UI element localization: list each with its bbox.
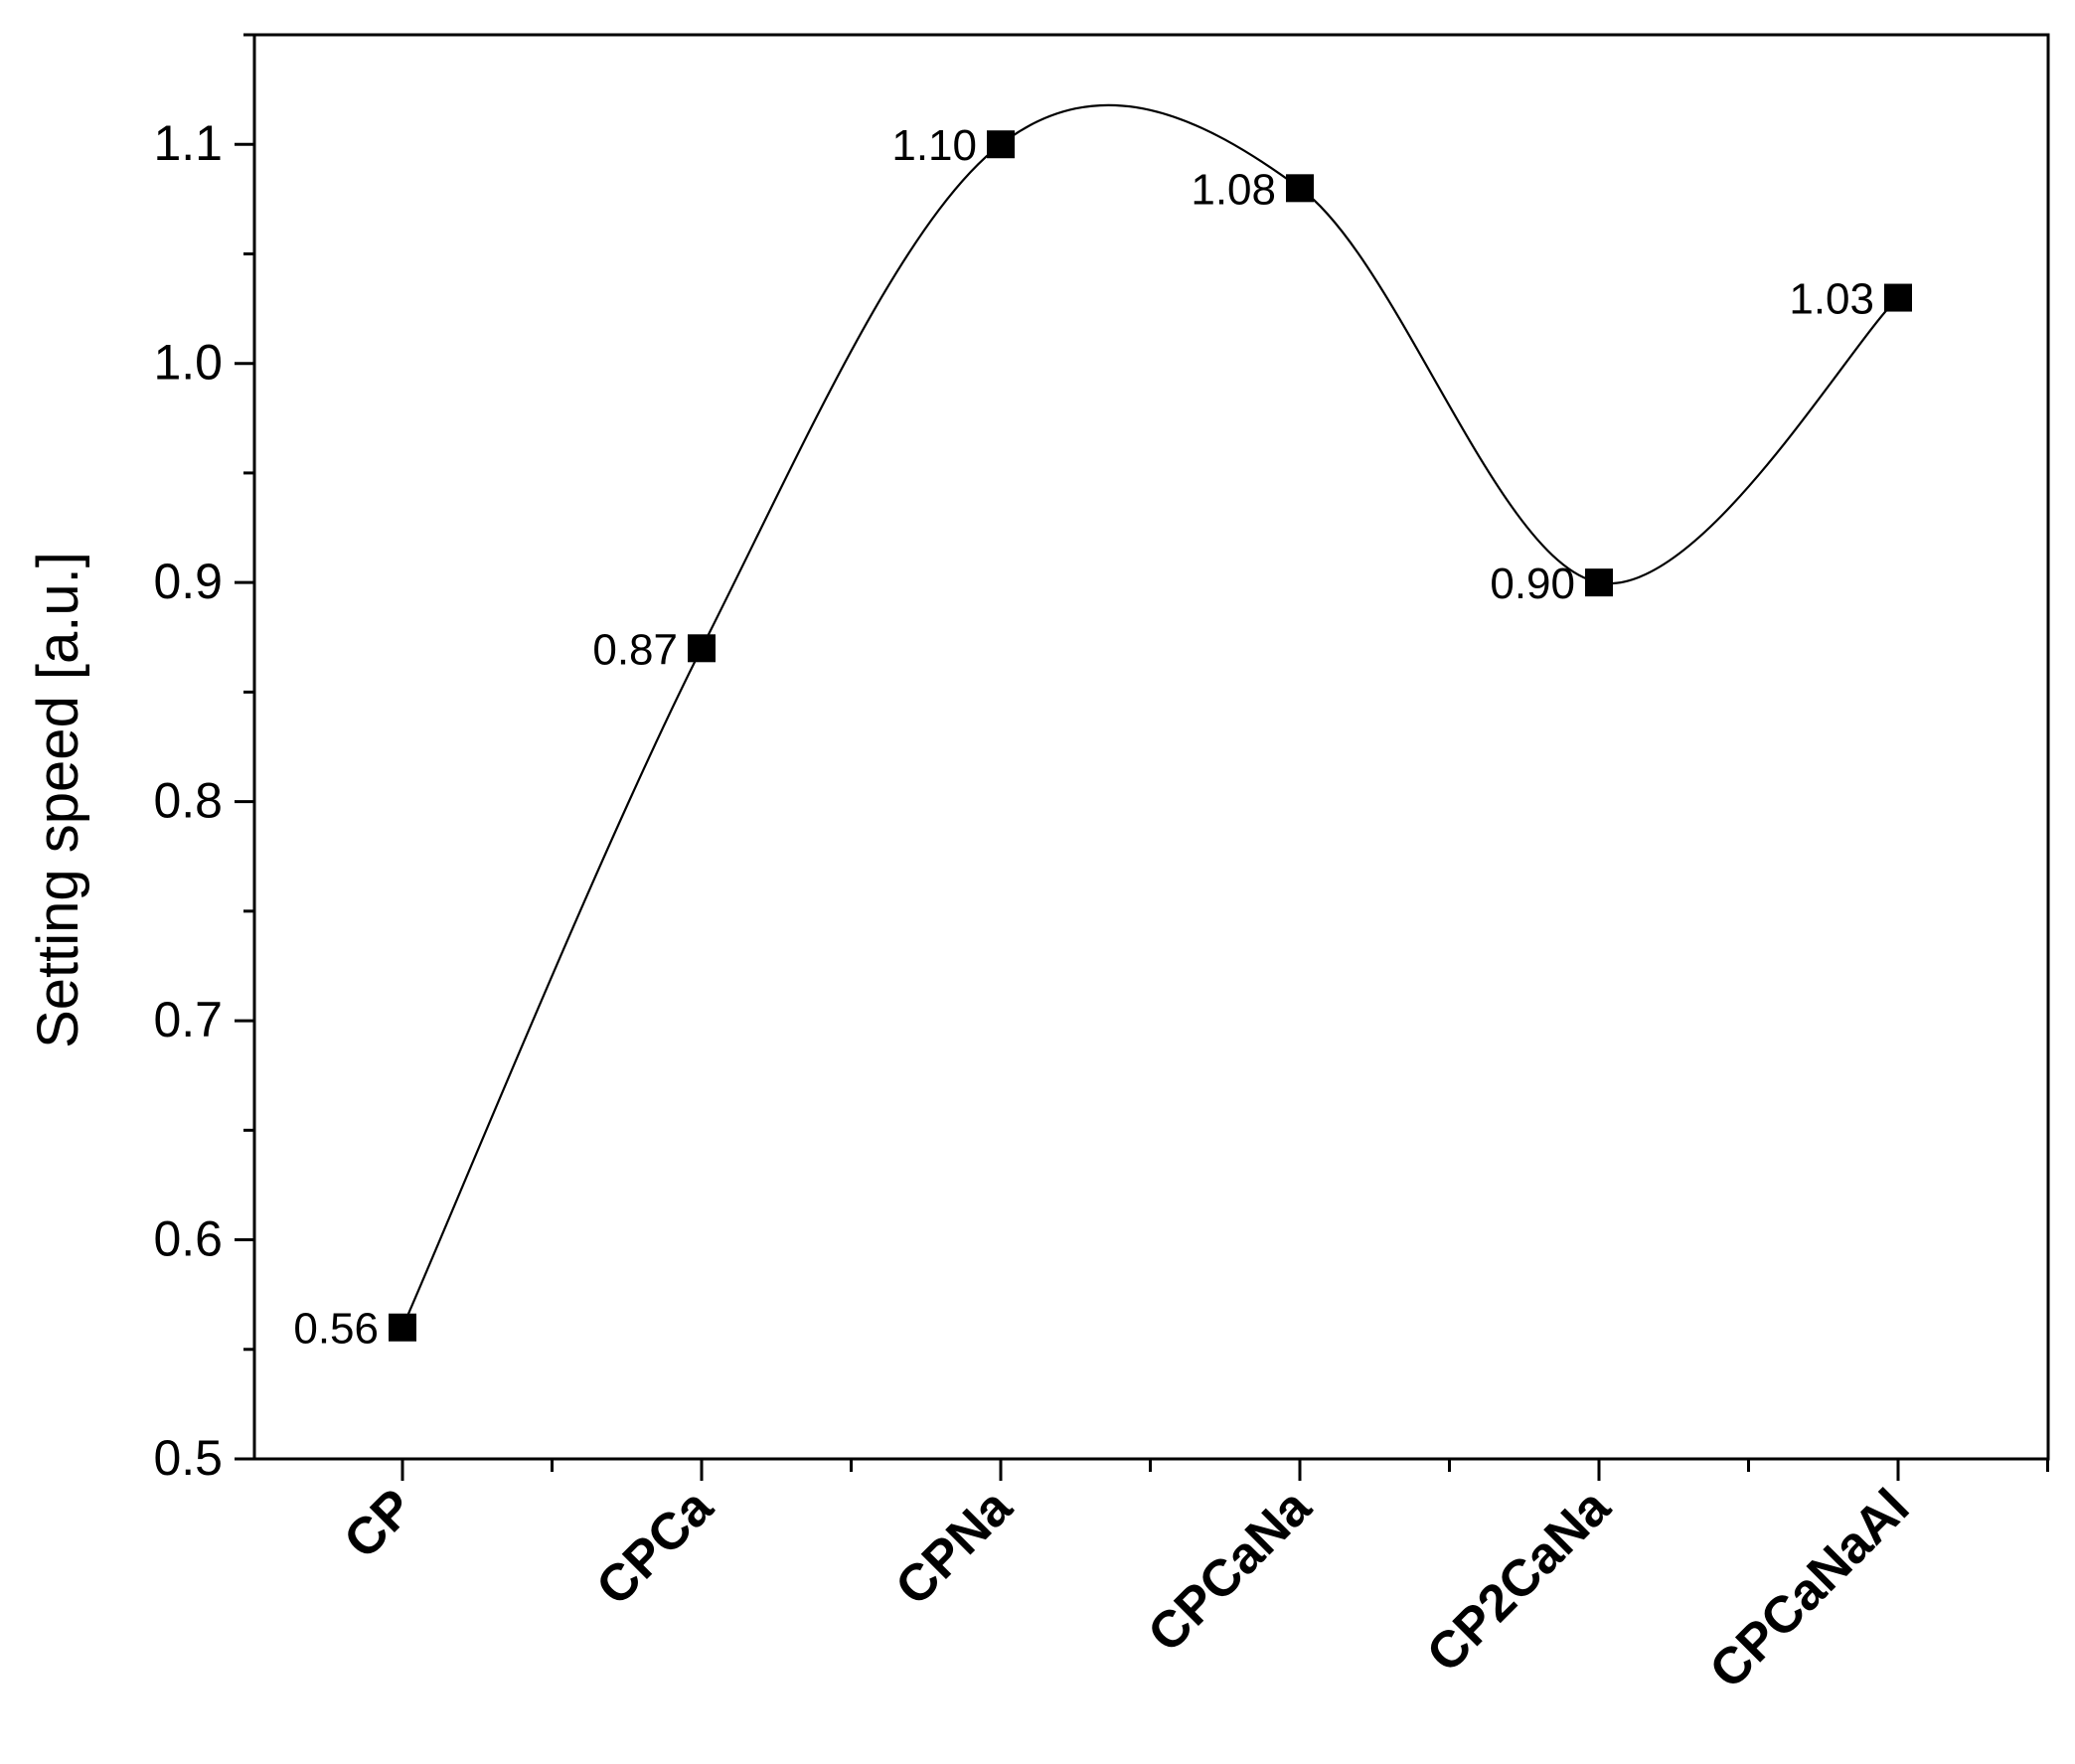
data-labels: 0.56 0.87 1.10 1.08 0.90 1.03 bbox=[293, 121, 1874, 1353]
y-tick-label: 1.1 bbox=[153, 115, 223, 171]
data-point-marker bbox=[688, 634, 716, 663]
curve-layer bbox=[400, 103, 1899, 1329]
x-tick-label: CP bbox=[333, 1478, 424, 1569]
y-tick-label: 0.8 bbox=[153, 773, 223, 829]
x-tick-label: CPCaNa bbox=[1137, 1478, 1323, 1664]
data-label: 1.10 bbox=[891, 121, 977, 170]
data-label: 0.56 bbox=[293, 1305, 379, 1354]
markers bbox=[389, 130, 1912, 1342]
x-axis: CP CPCa CPNa CPCaNa CP2CaNa CPCaNaAl bbox=[333, 1459, 2049, 1699]
x-tick-label: CP2CaNa bbox=[1416, 1478, 1622, 1684]
y-tick-label: 0.9 bbox=[153, 554, 223, 609]
plot-frame bbox=[252, 33, 2050, 1461]
y-tick-label: 0.6 bbox=[153, 1211, 223, 1267]
x-tick-label: CPCaNaAl bbox=[1699, 1478, 1921, 1699]
data-label: 1.03 bbox=[1789, 275, 1874, 324]
y-tick-label: 0.5 bbox=[153, 1430, 223, 1486]
y-tick-label: 1.0 bbox=[153, 335, 223, 391]
series-line bbox=[400, 103, 1899, 1329]
data-point-marker bbox=[1286, 174, 1314, 203]
x-tick-label: CPNa bbox=[884, 1478, 1024, 1617]
data-point-marker bbox=[1585, 568, 1613, 597]
x-tick-label: CPCa bbox=[585, 1478, 724, 1617]
data-label: 0.90 bbox=[1490, 560, 1575, 608]
data-point-marker bbox=[1884, 283, 1912, 312]
data-label: 0.87 bbox=[592, 625, 678, 674]
data-label: 1.08 bbox=[1191, 165, 1276, 214]
y-axis: 0.5 0.6 0.7 0.8 0.9 1.0 1.1 bbox=[153, 33, 254, 1486]
y-axis-label: Setting speed [a.u.] bbox=[26, 552, 90, 1048]
data-point-marker bbox=[389, 1313, 416, 1342]
data-point-marker bbox=[987, 130, 1015, 159]
y-tick-label: 0.7 bbox=[153, 992, 223, 1047]
